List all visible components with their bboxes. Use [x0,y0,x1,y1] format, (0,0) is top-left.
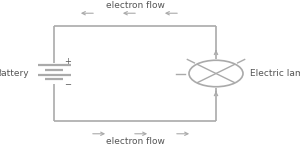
Text: −: − [64,80,71,89]
Text: Battery: Battery [0,69,29,78]
Text: +: + [64,56,71,66]
Text: electron flow: electron flow [106,1,164,10]
Text: Electric lamp (glowing): Electric lamp (glowing) [250,69,300,78]
Text: electron flow: electron flow [106,137,164,146]
